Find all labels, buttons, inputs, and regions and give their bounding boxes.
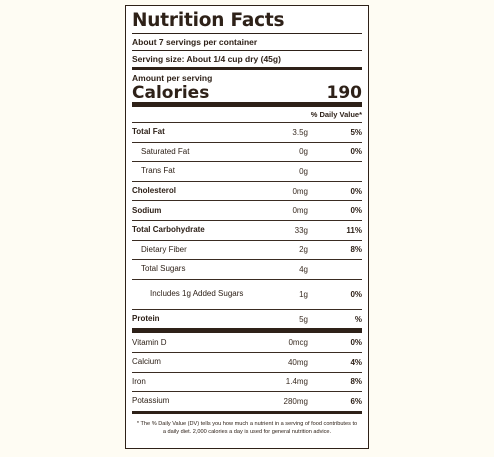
nutrient-amount: 0mg [292, 206, 308, 216]
nutrient-name: Saturated Fat [141, 146, 190, 156]
nutrient-amount: 3.5g [292, 127, 308, 137]
calories-block: Amount per serving Calories 190 [132, 70, 362, 103]
nutrient-amount: 33g [294, 225, 308, 235]
nutrient-name: Total Fat [132, 127, 165, 137]
divider [132, 371, 362, 373]
divider [132, 122, 362, 123]
nutrient-amount: 4g [299, 264, 308, 274]
divider [132, 391, 362, 393]
vitamin-name: Potassium [132, 396, 170, 406]
nutrient-row-cholesterol: Cholesterol 0mg 0% [132, 182, 362, 201]
divider [132, 278, 362, 280]
divider [132, 161, 362, 163]
calories-label: Calories [132, 83, 210, 103]
divider-thick [132, 102, 362, 107]
divider [132, 351, 362, 353]
divider [132, 180, 362, 182]
vitamin-daily-value: 0% [350, 338, 362, 348]
divider [132, 141, 362, 143]
nutrition-facts-title: Nutrition Facts [132, 10, 285, 31]
servings-per-container: About 7 servings per container [132, 37, 258, 47]
calories-row: Calories 190 [132, 83, 362, 103]
divider [132, 50, 362, 51]
divider [132, 219, 362, 221]
divider [132, 33, 362, 34]
nutrient-row-protein: Protein 5g % [132, 310, 362, 329]
nutrient-amount: 5g [299, 314, 308, 324]
vitamin-amount: 1.4mg [285, 377, 308, 387]
nutrient-amount: 0mg [292, 186, 308, 196]
nutrient-row-trans-fat: Trans Fat 0g [132, 162, 362, 181]
vitamin-amount: 40mg [287, 357, 308, 367]
nutrient-name: Trans Fat [141, 166, 175, 176]
vitamin-daily-value: 8% [350, 377, 362, 387]
nutrient-name: Cholesterol [132, 186, 177, 196]
vitamin-name: Iron [132, 376, 146, 386]
vitamin-name: Vitamin D [132, 337, 167, 347]
divider [132, 239, 362, 241]
nutrient-row-added-sugars: Includes 1g Added Sugars 1g 0% [132, 280, 362, 309]
vitamin-name: Calcium [132, 357, 161, 367]
vitamin-row-iron: Iron 1.4mg 8% [132, 373, 362, 392]
nutrient-row-total-sugars: Total Sugars 4g [132, 260, 362, 279]
nutrient-daily-value: 8% [350, 245, 362, 255]
vitamin-amount: 0mcg [288, 338, 308, 348]
nutrient-row-dietary-fiber: Dietary Fiber 2g 8% [132, 241, 362, 260]
nutrient-row-total-fat: Total Fat 3.5g 5% [132, 123, 362, 142]
daily-value-footnote: * The % Daily Value (DV) tells you how m… [136, 420, 358, 436]
nutrient-amount: 0g [299, 147, 308, 157]
nutrient-name: Total Sugars [141, 264, 186, 274]
nutrient-name: Includes 1g Added Sugars [150, 289, 244, 299]
nutrient-daily-value: 0% [350, 186, 362, 196]
vitamin-row-vitamin-d: Vitamin D 0mcg 0% [132, 333, 362, 352]
nutrient-row-saturated-fat: Saturated Fat 0g 0% [132, 143, 362, 162]
divider-thick [132, 328, 362, 334]
nutrient-name: Protein [132, 314, 160, 324]
nutrient-daily-value: 0% [350, 289, 362, 299]
nutrient-name: Total Carbohydrate [132, 225, 205, 235]
vitamin-row-potassium: Potassium 280mg 6% [132, 392, 362, 411]
divider [132, 200, 362, 202]
vitamin-row-calcium: Calcium 40mg 4% [132, 353, 362, 372]
nutrient-row-sodium: Sodium 0mg 0% [132, 201, 362, 220]
nutrient-daily-value: % [354, 314, 362, 324]
nutrient-daily-value: 0% [350, 147, 362, 157]
divider-thick [132, 67, 362, 70]
vitamin-daily-value: 4% [350, 357, 362, 367]
nutrient-name: Dietary Fiber [141, 244, 187, 254]
divider-thick [132, 410, 362, 414]
nutrient-daily-value: 0% [350, 206, 362, 216]
nutrient-name: Sodium [132, 205, 162, 215]
divider [132, 259, 362, 261]
nutrient-daily-value: 5% [350, 127, 362, 137]
nutrient-amount: 2g [299, 245, 308, 255]
divider [132, 308, 362, 310]
amount-per-serving-label: Amount per serving [132, 73, 213, 83]
nutrient-daily-value: 11% [346, 225, 362, 235]
nutrient-amount: 1g [299, 289, 308, 299]
nutrient-row-total-carbohydrate: Total Carbohydrate 33g 11% [132, 221, 362, 240]
calories-value: 190 [326, 83, 363, 103]
nutrient-amount: 0g [299, 166, 308, 176]
vitamin-daily-value: 6% [350, 396, 362, 406]
serving-size: Serving size: About 1/4 cup dry (45g) [132, 54, 281, 64]
vitamin-amount: 280mg [283, 396, 308, 406]
nutrition-facts-panel: Nutrition Facts About 7 servings per con… [125, 5, 369, 449]
daily-value-header: % Daily Value* [310, 110, 362, 119]
